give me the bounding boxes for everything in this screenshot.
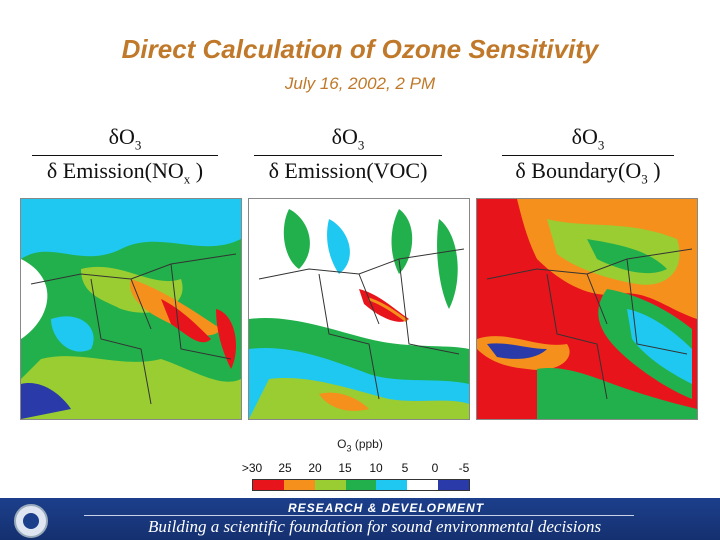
slide-title: Direct Calculation of Ozone Sensitivity (0, 34, 720, 65)
colorbar-swatch (407, 480, 438, 490)
footer-divider (84, 515, 634, 516)
footer-banner: RESEARCH & DEVELOPMENT Building a scient… (0, 498, 720, 540)
legend-ticks: >30 25 20 15 10 5 0 -5 (252, 461, 468, 477)
map-nox-sensitivity (20, 198, 242, 420)
equation-voc: δO3 δ Emission(VOC) (252, 124, 444, 184)
eq-denominator: δ Emission(VOC) (252, 156, 444, 184)
legend-tick: 10 (369, 461, 382, 475)
legend-tick: 15 (338, 461, 351, 475)
colorbar-swatch (253, 480, 284, 490)
eq-numerator: δO3 (252, 124, 444, 155)
legend-tick: 20 (308, 461, 321, 475)
legend-tick: 25 (278, 461, 291, 475)
colorbar-swatch (284, 480, 315, 490)
footer-program: RESEARCH & DEVELOPMENT (288, 501, 484, 515)
equation-nox: δO3 δ Emission(NOx ) (30, 124, 220, 188)
eq-numerator: δO3 (500, 124, 676, 155)
footer-tagline: Building a scientific foundation for sou… (148, 517, 601, 537)
colorbar-swatch (438, 480, 469, 490)
eq-denominator: δ Boundary(O3 ) (500, 156, 676, 187)
eq-denominator: δ Emission(NOx ) (30, 156, 220, 187)
map-voc-sensitivity (248, 198, 470, 420)
colorbar-swatch (376, 480, 407, 490)
colorbar-swatch (315, 480, 346, 490)
legend-tick: 0 (432, 461, 439, 475)
legend-tick: -5 (459, 461, 470, 475)
legend-colorbar (252, 479, 470, 491)
equation-boundary: δO3 δ Boundary(O3 ) (500, 124, 676, 188)
legend-tick: >30 (242, 461, 262, 475)
colorbar-swatch (346, 480, 377, 490)
epa-seal-icon (14, 504, 48, 538)
slide-subtitle: July 16, 2002, 2 PM (0, 74, 720, 94)
legend-unit-label: O3 (ppb) (300, 437, 420, 453)
eq-numerator: δO3 (30, 124, 220, 155)
legend-tick: 5 (402, 461, 409, 475)
map-boundary-sensitivity (476, 198, 698, 420)
